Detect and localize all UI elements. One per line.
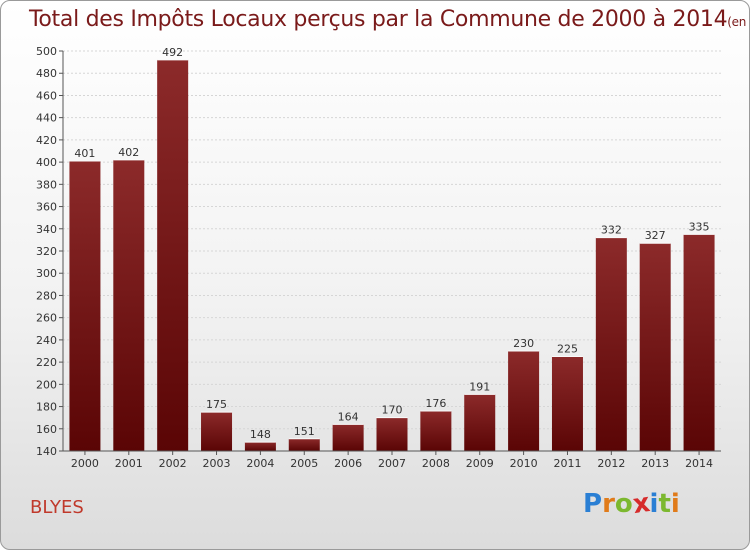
bar-value-label: 225 (557, 343, 578, 356)
bar (420, 411, 452, 451)
y-tick-label: 280 (36, 289, 57, 302)
bar (157, 59, 189, 452)
x-tick-label: 2013 (641, 457, 669, 470)
y-tick-label: 380 (36, 178, 57, 191)
chart-title: Total des Impôts Locaux perçus par la Co… (29, 7, 749, 32)
bar-value-label: 176 (425, 397, 446, 410)
y-tick-label: 420 (36, 134, 57, 147)
commune-name: BLYES (30, 497, 84, 518)
unit-label: (en milliers d'€) (727, 15, 749, 29)
y-tick-label: 140 (36, 445, 57, 458)
x-tick-label: 2011 (553, 457, 581, 470)
bar (639, 243, 671, 451)
bar (244, 442, 276, 451)
bar (376, 417, 408, 451)
x-tick-label: 2003 (203, 457, 231, 470)
y-axis: 140 160 180 200 220 240 260 280 300 320 340 360 380 4… (36, 45, 64, 458)
bar-value-label: 335 (689, 220, 710, 233)
bar-value-label: 402 (118, 146, 139, 159)
y-tick-label: 400 (36, 156, 57, 169)
proxiti-logo: Proxiti (583, 487, 680, 521)
x-tick-label: 2010 (510, 457, 538, 470)
x-tick-label: 2014 (685, 457, 713, 470)
bar-value-label: 175 (206, 398, 227, 411)
logo-letter: x (630, 487, 652, 521)
bar-value-label: 191 (469, 380, 490, 393)
y-tick-label: 300 (36, 267, 57, 280)
bar (69, 161, 101, 451)
x-tick-label: 2007 (378, 457, 406, 470)
bar-value-label: 170 (382, 404, 403, 417)
y-tick-label: 240 (36, 334, 57, 347)
bar (288, 438, 320, 451)
x-tick-label: 2002 (159, 457, 187, 470)
bar-value-label: 151 (294, 425, 315, 438)
x-tick-label: 2008 (422, 457, 450, 470)
x-tick-label: 2004 (246, 457, 274, 470)
title-text: Total des Impôts Locaux perçus par la Co… (29, 7, 728, 32)
x-tick-label: 2005 (290, 457, 318, 470)
logo-letter: t (658, 489, 671, 519)
x-tick-label: 2006 (334, 457, 362, 470)
x-tick-label: 2000 (71, 457, 99, 470)
y-tick-label: 180 (36, 401, 57, 414)
bar (201, 412, 233, 451)
x-tick-label: 2009 (466, 457, 494, 470)
y-tick-label: 260 (36, 312, 57, 325)
bar (595, 237, 627, 451)
y-tick-label: 500 (36, 45, 57, 58)
y-tick-label: 320 (36, 245, 57, 258)
bar (464, 394, 496, 451)
logo-letter: o (614, 489, 633, 519)
x-axis: 2000 2001 2002 2003 2004 2005 2006 2007 2008 2009… (63, 450, 721, 470)
y-tick-label: 460 (36, 89, 57, 102)
bars: 401 402 492 175 148 151 164 170 176 191 230 225 332 3… (69, 46, 715, 452)
bar-value-label: 492 (162, 46, 183, 59)
bar-value-label: 148 (250, 428, 271, 441)
logo-letter: i (649, 489, 659, 519)
y-tick-label: 360 (36, 201, 57, 214)
bar-chart: 140 160 180 200 220 240 260 280 300 320 340 360 380 4… (36, 45, 721, 470)
bar (332, 424, 364, 451)
logo-letter: P (583, 489, 603, 519)
bar (551, 356, 583, 451)
bar-value-label: 327 (645, 229, 666, 242)
bar (508, 351, 540, 451)
logo-letter: r (602, 489, 615, 519)
logo-letter: i (670, 489, 680, 519)
bar (683, 234, 715, 451)
y-tick-label: 200 (36, 378, 57, 391)
y-tick-label: 480 (36, 67, 57, 80)
bar-value-label: 230 (513, 337, 534, 350)
y-tick-label: 220 (36, 356, 57, 369)
bar-value-label: 332 (601, 224, 622, 237)
y-tick-label: 440 (36, 112, 57, 125)
bar (113, 159, 145, 451)
bar-value-label: 164 (338, 410, 359, 423)
y-tick-label: 340 (36, 223, 57, 236)
x-tick-label: 2012 (597, 457, 625, 470)
y-tick-label: 160 (36, 423, 57, 436)
bar-value-label: 401 (74, 147, 95, 160)
x-tick-label: 2001 (115, 457, 143, 470)
